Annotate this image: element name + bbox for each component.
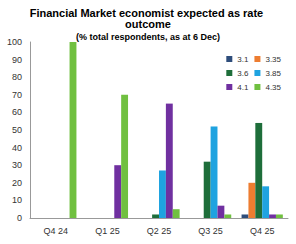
- svg-text:0: 0: [17, 213, 22, 223]
- svg-text:20: 20: [12, 178, 22, 188]
- svg-text:Q1 25: Q1 25: [95, 226, 120, 236]
- svg-text:(% total respondents, as at 6: (% total respondents, as at 6 Dec): [76, 32, 220, 42]
- svg-text:80: 80: [12, 72, 22, 82]
- svg-text:10: 10: [12, 195, 22, 205]
- svg-text:4.1: 4.1: [237, 83, 249, 92]
- svg-text:3.35: 3.35: [265, 55, 281, 64]
- svg-text:Q3 25: Q3 25: [198, 226, 223, 236]
- svg-text:4.35: 4.35: [265, 83, 281, 92]
- svg-text:50: 50: [12, 125, 22, 135]
- svg-text:Q4 24: Q4 24: [44, 226, 69, 236]
- svg-text:40: 40: [12, 143, 22, 153]
- svg-text:Financial Market economist exp: Financial Market economist expected as r…: [29, 6, 267, 19]
- svg-text:Q2 25: Q2 25: [147, 226, 172, 236]
- svg-text:outcome: outcome: [125, 18, 171, 30]
- svg-text:30: 30: [12, 160, 22, 170]
- svg-text:3.85: 3.85: [265, 69, 281, 78]
- svg-text:3.1: 3.1: [237, 55, 249, 64]
- svg-text:60: 60: [12, 107, 22, 117]
- svg-text:100: 100: [7, 37, 22, 47]
- svg-text:Q4 25: Q4 25: [250, 226, 275, 236]
- svg-text:3.6: 3.6: [237, 69, 249, 78]
- svg-text:90: 90: [12, 55, 22, 65]
- svg-text:70: 70: [12, 90, 22, 100]
